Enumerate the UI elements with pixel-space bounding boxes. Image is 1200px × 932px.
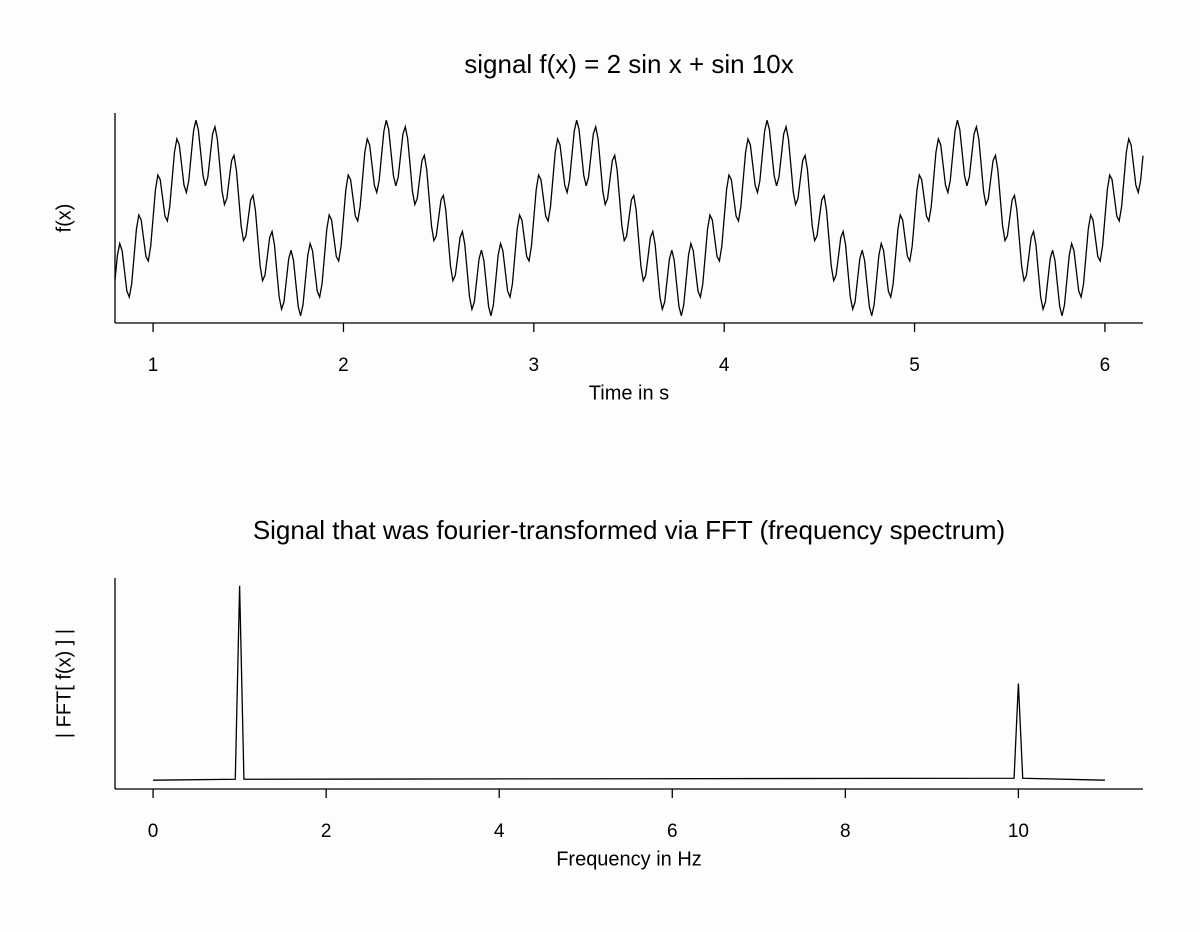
x-tick-label: 1 [148,355,159,376]
x-tick-label: 10 [1008,821,1029,842]
x-tick-label: 8 [840,821,851,842]
chart-title: Signal that was fourier-transformed via … [253,515,1005,545]
y-axis-label: | FFT[ f(x) ] | [53,629,75,738]
x-tick-label: 6 [1100,355,1111,376]
x-tick-label: 2 [321,821,332,842]
x-tick-label: 2 [338,355,349,376]
x-tick-label: 4 [719,355,730,376]
x-tick-label: 3 [529,355,540,376]
chart-title: signal f(x) = 2 sin x + sin 10x [464,49,793,79]
signal-line [114,120,1144,316]
x-axis-label: Time in s [589,382,669,404]
y-axis-label: f(x) [53,204,75,233]
x-tick-label: 5 [909,355,920,376]
signal-line [153,585,1105,781]
x-axis-label: Frequency in Hz [556,848,702,870]
x-tick-label: 6 [667,821,678,842]
x-tick-label: 4 [494,821,505,842]
x-tick-label: 0 [148,821,159,842]
